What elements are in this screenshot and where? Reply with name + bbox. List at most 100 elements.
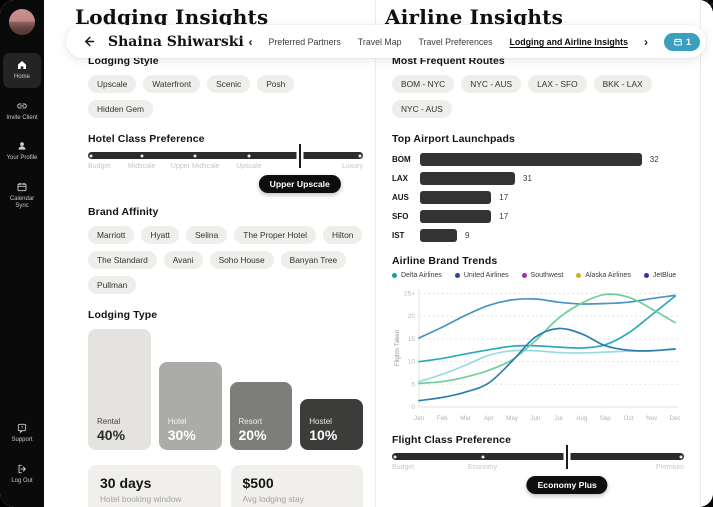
lodging-type-bar-hotel: Hotel 30% bbox=[158, 362, 222, 450]
sidebar-item-support[interactable]: ? Support bbox=[3, 416, 41, 451]
svg-text:Jan: Jan bbox=[414, 415, 425, 422]
lodging-style-chip: Waterfront bbox=[143, 75, 201, 93]
launchpad-value: 31 bbox=[523, 174, 532, 183]
launchpad-bar-wrap: 31 bbox=[420, 172, 684, 185]
stat-label: Avg lodging stay bbox=[242, 494, 304, 504]
launchpad-bar-wrap: 32 bbox=[420, 153, 684, 166]
slider-tick-dot bbox=[481, 455, 485, 458]
slider-hotel-handle[interactable] bbox=[298, 144, 301, 168]
lodging-type-value: 40% bbox=[97, 427, 126, 443]
legend-item-alaska-airlines: Alaska Airlines bbox=[576, 272, 631, 279]
slider-tooltip-row: Economy Plus bbox=[392, 476, 684, 495]
route-chip: NYC - AUS bbox=[392, 100, 452, 118]
slider-flight-track[interactable] bbox=[392, 445, 684, 469]
lodging-type-bar-hostel: Hostel 10% bbox=[300, 399, 363, 450]
lodging-style-chip: Hidden Gem bbox=[88, 100, 154, 118]
lodging-type-label: Resort bbox=[238, 417, 263, 426]
legend-item-southwest: Southwest bbox=[521, 272, 563, 279]
legend-item-united-airlines: United Airlines bbox=[454, 272, 509, 279]
svg-text:Flights Taken: Flights Taken bbox=[394, 329, 401, 366]
legend-label: Delta Airlines bbox=[401, 272, 442, 279]
svg-text:Nov: Nov bbox=[646, 415, 658, 422]
hotel-class-slider: Budget Midscale Upper Midscale Upscale Luxur… bbox=[88, 144, 363, 194]
back-arrow-icon[interactable] bbox=[82, 35, 95, 48]
slider-hotel-track[interactable] bbox=[88, 144, 363, 168]
sidebar: Home Invite Client Your Profile bbox=[0, 0, 44, 507]
link-icon bbox=[17, 103, 27, 108]
sidebar-item-label: Support bbox=[11, 437, 33, 443]
sidebar-item-calendar-sync[interactable]: Calendar Sync bbox=[3, 175, 41, 217]
client-header-bar: Shaina Shiwarski ‹ Preferred Partners Tra… bbox=[66, 25, 706, 58]
legend-dot bbox=[454, 273, 460, 278]
tab-travel-preferences[interactable]: Travel Preferences bbox=[418, 36, 493, 47]
brand-logo-avatar[interactable] bbox=[9, 9, 35, 35]
brand-affinity-chip: Hyatt bbox=[141, 226, 179, 244]
svg-text:15: 15 bbox=[408, 336, 416, 343]
brand-affinity-chip: Pullman bbox=[88, 276, 137, 294]
svg-text:Apr: Apr bbox=[484, 415, 494, 422]
svg-text:May: May bbox=[506, 415, 519, 422]
calendar-icon bbox=[17, 182, 27, 191]
airline-insights-column: Most Frequent Routes BOM - NYC NYC - AUS L… bbox=[376, 0, 701, 507]
route-chip: BOM - NYC bbox=[392, 75, 455, 93]
launchpad-row-sfo: SFO 17 bbox=[392, 210, 684, 223]
calendar-notifications-button[interactable]: 1 bbox=[663, 32, 700, 51]
sidebar-item-home[interactable]: Home bbox=[3, 53, 41, 88]
sidebar-item-your-profile[interactable]: Your Profile bbox=[3, 134, 41, 169]
brand-affinity-chips: Marriott Hyatt Selina The Proper Hotel Hilto… bbox=[88, 226, 363, 294]
brand-affinity-chip: Soho House bbox=[209, 251, 274, 269]
header-tabs: Preferred Partners Travel Map Travel Prefe… bbox=[269, 37, 628, 47]
svg-text:Oct: Oct bbox=[624, 415, 634, 422]
legend-item-jetblue: JetBlue bbox=[643, 272, 677, 279]
launchpad-category: BOM bbox=[392, 155, 411, 164]
launchpad-bar bbox=[420, 210, 492, 223]
launchpad-bar bbox=[420, 229, 457, 242]
slider-tick-dot bbox=[247, 154, 251, 157]
legend-label: JetBlue bbox=[652, 272, 677, 279]
sidebar-item-label: Invite Client bbox=[6, 114, 38, 121]
tab-travel-map[interactable]: Travel Map bbox=[357, 36, 402, 47]
svg-text:Feb: Feb bbox=[437, 415, 448, 422]
stat-label: Hotel booking window bbox=[100, 494, 182, 504]
legend-label: United Airlines bbox=[463, 272, 509, 279]
lodging-type-label: Rental bbox=[97, 417, 121, 426]
slider-tick-labels: Budget Midscale Upper Midscale Upscale Luxur… bbox=[88, 163, 363, 174]
brand-affinity-chip: Avani bbox=[163, 251, 203, 269]
slider-flight-value-pill: Economy Plus bbox=[526, 476, 608, 494]
launchpad-row-lax: LAX 31 bbox=[392, 172, 684, 185]
section-heading-lodging-style: Lodging Style bbox=[88, 55, 159, 67]
lodging-type-bar-rental: Rental 40% bbox=[88, 329, 151, 450]
lodging-type-chart: Rental 40% Hotel 30% Resort 20% Hostel 10% bbox=[88, 329, 363, 450]
section-heading-brand-trends: Airline Brand Trends bbox=[392, 255, 498, 267]
lodging-style-chip: Posh bbox=[257, 75, 295, 93]
launchpad-category: AUS bbox=[392, 193, 409, 202]
brand-affinity-chip: The Proper Hotel bbox=[234, 226, 317, 244]
slider-tick-label: Economy bbox=[467, 464, 498, 471]
tab-preferred-partners[interactable]: Preferred Partners bbox=[268, 36, 341, 47]
sidebar-item-invite-client[interactable]: Invite Client bbox=[3, 94, 41, 129]
sidebar-item-label: Calendar Sync bbox=[9, 195, 35, 210]
slider-tick-dot bbox=[393, 455, 397, 458]
brand-trends-legend: Delta Airlines United Airlines Southwest Al… bbox=[392, 272, 684, 279]
brand-trends-chart: 0 5 10 15 20 25+ Jan Feb Mar Apr May Jun Jul Aug Sep Oc… bbox=[392, 282, 684, 424]
chevron-left-icon[interactable]: ‹ bbox=[248, 34, 253, 49]
launchpad-category: LAX bbox=[392, 174, 408, 183]
svg-text:0: 0 bbox=[411, 404, 415, 411]
slider-tick-label: Budget bbox=[88, 163, 111, 170]
svg-text:Jun: Jun bbox=[530, 415, 541, 422]
person-icon bbox=[18, 142, 26, 150]
tab-lodging-and-airline-insights[interactable]: Lodging and Airline Insights bbox=[509, 36, 628, 47]
launchpad-category: IST bbox=[392, 231, 405, 240]
chevron-right-icon[interactable]: › bbox=[643, 34, 648, 49]
section-heading-hotel-class: Hotel Class Preference bbox=[88, 133, 205, 145]
lodging-type-label: Hotel bbox=[167, 417, 187, 426]
stat-value: 30 days bbox=[100, 475, 152, 491]
brand-affinity-chip: The Standard bbox=[88, 251, 157, 269]
launchpad-value: 17 bbox=[499, 212, 509, 221]
launchpad-value: 17 bbox=[499, 193, 509, 202]
slider-flight-handle[interactable] bbox=[566, 445, 569, 469]
brand-affinity-chip: Selina bbox=[185, 226, 228, 244]
sidebar-item-log-out[interactable]: Log Out bbox=[3, 457, 41, 492]
